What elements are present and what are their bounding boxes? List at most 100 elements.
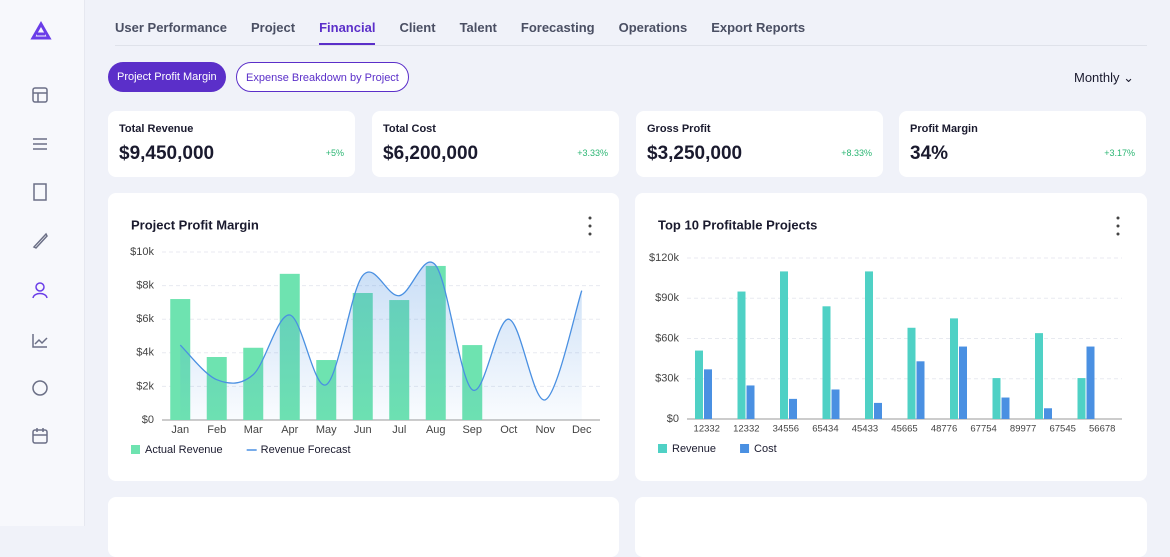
legend-swatch [740, 444, 750, 453]
toggle-option[interactable]: Expense Breakdown by Project [236, 62, 409, 92]
kpi-value: $6,200,000 [383, 143, 479, 164]
bar [704, 369, 712, 419]
kpi-label: Profit Margin [910, 123, 978, 135]
y-tick-label: $6k [136, 313, 154, 325]
legend-label: Revenue Forecast [261, 444, 351, 456]
icon-rocket[interactable] [32, 232, 48, 249]
icon-dashboard[interactable] [32, 87, 48, 103]
menu-dot [1116, 232, 1120, 236]
kpi-change: +5% [325, 148, 344, 158]
kpi-card: Profit Margin 34% +3.17% [899, 111, 1146, 177]
x-tick-label: Jan [171, 424, 189, 436]
tab-bar: User Performance Project Financial Client Ta… [115, 20, 1147, 46]
y-tick-label: $0 [142, 414, 154, 426]
bar [831, 389, 840, 419]
x-tick-label: Aug [426, 424, 446, 436]
icon-calendar[interactable] [32, 429, 48, 444]
y-tick-label: $8k [136, 280, 154, 292]
period-label: Monthly [1074, 70, 1120, 85]
x-tick-label: Apr [281, 424, 298, 436]
x-tick-label: 45665 [891, 424, 917, 435]
x-tick-label: Jul [392, 424, 406, 436]
bar [959, 346, 967, 419]
kpi-card: Gross Profit $3,250,000 +8.33% [636, 111, 883, 177]
kpi-label: Total Revenue [119, 123, 194, 135]
chart-title: Project Profit Margin [131, 217, 259, 232]
forecast-area [180, 262, 582, 420]
x-tick-label: May [316, 424, 337, 436]
tab[interactable]: Project [251, 20, 296, 35]
y-tick-label: $60k [655, 332, 679, 344]
sidebar-icons [30, 20, 52, 444]
tab[interactable]: Forecasting [520, 20, 595, 35]
toggle-active[interactable]: Project Profit Margin [108, 62, 226, 92]
kpi-label: Total Cost [383, 123, 436, 135]
x-tick-label: Jun [354, 424, 372, 436]
kpi-value: $9,450,000 [119, 143, 215, 164]
bar [916, 361, 925, 419]
chart-card: Top 10 Profitable Projects $0 $30k $60k $90k… [635, 193, 1147, 481]
bar [695, 350, 703, 419]
bar [865, 271, 873, 419]
x-tick-label: 48776 [931, 424, 957, 435]
sidebar [0, 0, 85, 526]
legend-swatch [131, 445, 140, 454]
y-tick-label: $90k [655, 292, 679, 304]
x-tick-label: 34556 [773, 424, 799, 435]
icon-list[interactable] [33, 138, 47, 150]
period-dropdown[interactable]: Monthly ⌄ [1074, 70, 1135, 85]
x-tick-label: 67545 [1049, 424, 1075, 435]
x-tick-label: 45433 [852, 424, 878, 435]
bar [780, 271, 788, 419]
icon-chat[interactable] [32, 380, 48, 396]
bar [789, 398, 797, 419]
tab[interactable]: Financial [319, 20, 376, 45]
bar [950, 318, 958, 419]
chart: Top 10 Profitable Projects $0 $30k $60k $90k… [649, 216, 1122, 455]
x-tick-label: Mar [244, 424, 263, 436]
y-tick-label: $0 [667, 413, 679, 425]
kpi-change: +3.33% [577, 148, 608, 158]
tab[interactable]: Client [399, 20, 436, 35]
legend-label: Revenue [672, 443, 716, 455]
icon-building[interactable] [33, 183, 47, 201]
kpi-value: 34% [910, 143, 949, 164]
tab[interactable]: Talent [459, 20, 497, 35]
kpi-value: $3,250,000 [647, 143, 743, 164]
x-tick-label: 67754 [970, 424, 996, 435]
menu-dot [588, 224, 592, 228]
tab[interactable]: Operations [618, 20, 688, 35]
bar [992, 378, 1001, 419]
kpi-change: +3.17% [1104, 148, 1135, 158]
x-tick-label: Oct [500, 424, 517, 436]
x-tick-label: 65434 [812, 424, 838, 435]
x-tick-label: 12332 [733, 424, 759, 435]
kpi-change: +8.33% [841, 148, 872, 158]
kpi-card: Total Revenue $9,450,000 +5% [108, 111, 355, 177]
chart-card [108, 497, 619, 557]
tab[interactable]: User Performance [115, 20, 227, 35]
legend-label: Cost [754, 443, 777, 455]
bar [737, 291, 746, 419]
bar [907, 327, 916, 419]
menu-dot [1116, 224, 1120, 228]
y-tick-label: $2k [136, 380, 154, 392]
chart: Project Profit Margin $0 $2k $4k $6k $8k $10k J… [130, 216, 600, 456]
tab[interactable]: Export Reports [711, 20, 806, 35]
bar [1077, 378, 1086, 419]
chart-card [635, 497, 1147, 557]
menu-dot [1116, 216, 1120, 220]
forecast-line [179, 261, 583, 401]
legend-label: Actual Revenue [145, 444, 223, 456]
x-tick-label: 89977 [1010, 424, 1036, 435]
x-tick-label: 12332 [694, 424, 720, 435]
icon-chart[interactable] [32, 334, 48, 348]
bar [746, 385, 755, 419]
x-tick-label: Feb [207, 424, 226, 436]
menu-dot [588, 232, 592, 236]
y-tick-label: $4k [136, 347, 154, 359]
kpi-card: Total Cost $6,200,000 +3.33% [372, 111, 619, 177]
x-tick-label: Sep [462, 424, 482, 436]
x-tick-label: Dec [572, 424, 592, 436]
icon-users[interactable] [35, 282, 45, 292]
